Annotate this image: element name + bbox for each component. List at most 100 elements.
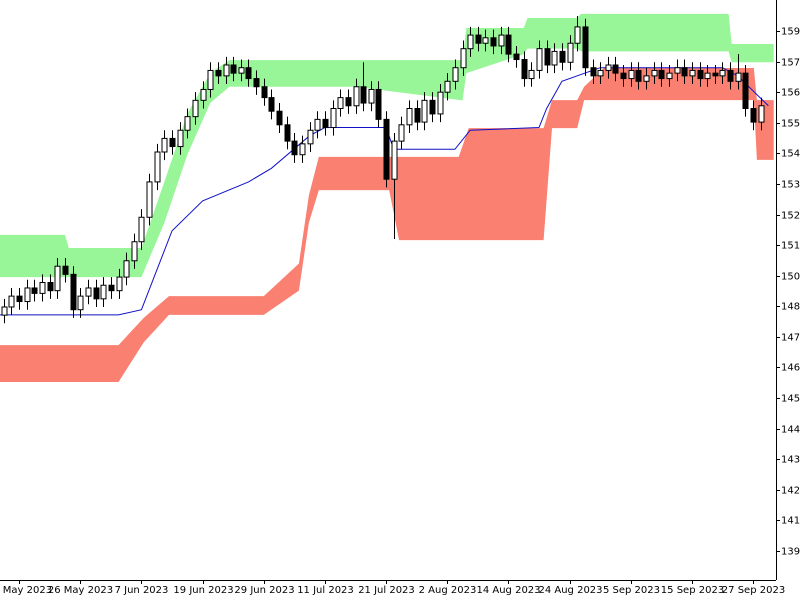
candle-body xyxy=(398,124,405,142)
candle-body xyxy=(215,69,222,77)
candle-body xyxy=(559,50,566,63)
candle-body xyxy=(100,284,107,300)
candle-body xyxy=(429,99,436,115)
candle-body xyxy=(597,69,604,77)
candle-body xyxy=(62,265,69,275)
candle-body xyxy=(750,107,757,123)
candle-body xyxy=(414,107,421,123)
candle-body xyxy=(31,287,38,294)
candle-body xyxy=(261,86,268,99)
candle-body xyxy=(391,140,398,180)
y-tick-label: 151.175 xyxy=(781,241,800,252)
y-tick-label: 157.925 xyxy=(781,58,800,69)
candle-body xyxy=(24,287,31,303)
candle-body xyxy=(452,67,459,82)
y-tick-label: 155.675 xyxy=(781,119,800,130)
candle-body xyxy=(223,64,230,77)
candle-body xyxy=(482,37,489,44)
candle-body xyxy=(337,97,344,109)
y-tick-label: 159.050 xyxy=(781,27,800,38)
y-tick-label: 143.300 xyxy=(781,455,800,466)
y-tick-label: 144.425 xyxy=(781,425,800,436)
y-tick-label: 150.050 xyxy=(781,272,800,283)
candle-body xyxy=(161,137,168,153)
candle-body xyxy=(674,67,681,74)
candle-body xyxy=(253,78,260,88)
candle-body xyxy=(658,69,665,80)
candle-body xyxy=(467,34,474,50)
candle-body xyxy=(612,64,619,74)
candle-body xyxy=(116,276,123,292)
candle-body xyxy=(330,107,337,129)
x-tick-label: 27 Sep 2023 xyxy=(722,585,785,596)
candle-body xyxy=(727,69,734,82)
candle-body xyxy=(628,69,635,80)
candle-body xyxy=(460,48,467,69)
x-tick-label: 7 Jun 2023 xyxy=(115,585,169,596)
x-tick-label: 14 Aug 2023 xyxy=(476,585,540,596)
candle-body xyxy=(207,69,214,90)
y-tick-label: 152.300 xyxy=(781,211,800,222)
candle-body xyxy=(521,59,528,80)
x-tick-label: 2 Aug 2023 xyxy=(419,585,477,596)
candle-body xyxy=(551,50,558,66)
candle-body xyxy=(375,88,382,120)
candle-body xyxy=(513,53,520,61)
x-tick-label: 24 Aug 2023 xyxy=(538,585,602,596)
candle-body xyxy=(200,88,207,101)
cloud-area xyxy=(0,13,774,278)
x-tick-label: 29 Jun 2023 xyxy=(234,585,294,596)
candle-body xyxy=(192,99,199,118)
candle-body xyxy=(490,37,497,47)
candle-body xyxy=(47,282,54,292)
candle-body xyxy=(444,80,451,93)
candle-body xyxy=(567,42,574,63)
candle-body xyxy=(719,69,726,77)
candle-body xyxy=(146,181,153,218)
y-tick-label: 141.050 xyxy=(781,516,800,527)
candle-body xyxy=(8,295,15,308)
y-tick-label: 156.800 xyxy=(781,88,800,99)
candle-body xyxy=(85,287,92,297)
candle-body xyxy=(345,97,352,107)
candle-body xyxy=(605,64,612,71)
candle-body xyxy=(704,72,711,80)
candle-body xyxy=(322,118,329,129)
candle-body xyxy=(421,99,428,123)
y-tick-label: 153.425 xyxy=(781,180,800,191)
candle-body xyxy=(498,34,505,47)
candle-body xyxy=(681,67,688,77)
plot-area xyxy=(0,13,774,383)
candle-body xyxy=(314,118,321,131)
candle-body xyxy=(238,67,245,74)
candle-body xyxy=(368,88,375,104)
candle-body xyxy=(643,75,650,82)
candle-body xyxy=(536,48,543,71)
candle-body xyxy=(505,34,512,55)
x-tick-label: 15 Sep 2023 xyxy=(661,585,724,596)
candle-body xyxy=(169,137,176,148)
candle-body xyxy=(574,26,581,44)
candle-body xyxy=(742,72,749,109)
x-tick-label: 21 Jul 2023 xyxy=(358,585,415,596)
candle-body xyxy=(70,273,77,311)
candle-body xyxy=(697,69,704,80)
y-tick-label: 154.550 xyxy=(781,149,800,160)
candle-body xyxy=(123,260,130,278)
candle-body xyxy=(528,69,535,80)
candle-body xyxy=(620,72,627,80)
candle-body xyxy=(131,241,138,262)
candle-body xyxy=(184,116,191,131)
candle-body xyxy=(635,69,642,82)
candle-body xyxy=(712,72,719,77)
candle-body xyxy=(230,64,237,74)
candle-body xyxy=(544,48,551,66)
y-tick-label: 148.925 xyxy=(781,302,800,313)
candle-body xyxy=(16,295,23,303)
candle-body xyxy=(276,110,283,126)
candle-body xyxy=(735,72,742,82)
candle-body xyxy=(406,107,413,126)
y-tick-label: 139.925 xyxy=(781,547,800,558)
candle-body xyxy=(268,97,275,112)
